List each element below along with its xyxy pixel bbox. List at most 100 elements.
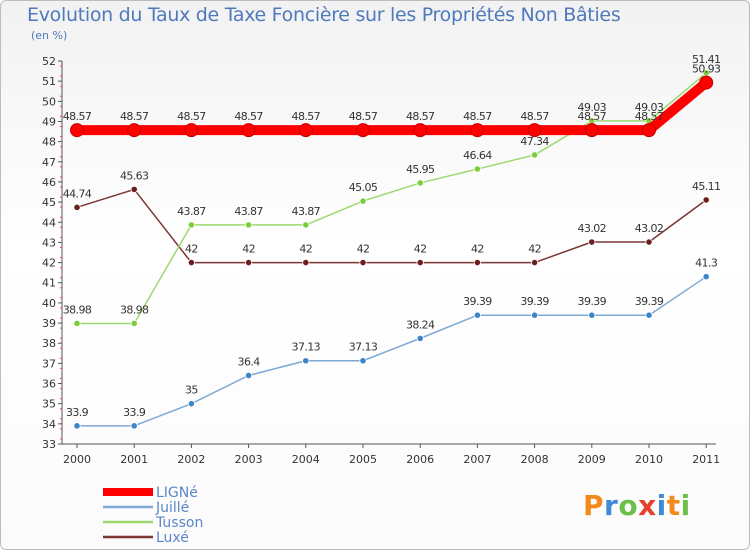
x-tick-label: 2006: [406, 453, 434, 466]
data-point: [187, 258, 195, 267]
data-point: [473, 165, 481, 173]
y-tick-label: 48: [42, 136, 56, 149]
y-tick-label: 33: [42, 438, 56, 451]
data-label: 48.57: [234, 110, 263, 123]
data-label: 35: [185, 384, 198, 397]
data-point: [359, 357, 367, 365]
data-label: 33.9: [66, 406, 89, 419]
series-line-1: [76, 275, 707, 427]
logo-letter: i: [680, 489, 691, 522]
proxiti-logo: Proxiti: [583, 489, 691, 522]
logo-letter: x: [638, 489, 657, 522]
data-point: [530, 151, 539, 159]
x-tick-label: 2009: [578, 453, 606, 466]
data-label: 43.02: [635, 222, 664, 235]
data-label: 43.02: [578, 222, 607, 235]
data-point: [73, 422, 81, 430]
data-point: [241, 123, 256, 138]
data-label: 48.57: [463, 110, 492, 123]
data-label: 42: [414, 243, 427, 256]
data-point: [245, 221, 253, 229]
axes: 33 34 35 36 37 38 39 40 41 42 43 44 45 46 47 48 49 50 51 52…: [42, 55, 720, 466]
y-tick-label: 37: [42, 357, 56, 370]
data-point: [184, 123, 199, 138]
data-label: 48.57: [177, 110, 206, 123]
data-point: [588, 311, 596, 319]
data-label: 39.39: [635, 295, 664, 308]
data-point: [702, 196, 710, 204]
data-label: 39.39: [463, 295, 492, 308]
y-tick-label: 38: [42, 337, 56, 350]
y-tick-label: 51: [42, 75, 56, 88]
y-tick-label: 40: [42, 297, 56, 310]
logo-letter: t: [666, 489, 681, 522]
data-label: 42: [185, 243, 198, 256]
y-tick-label: 39: [42, 317, 56, 330]
y-tick-label: 46: [42, 176, 56, 189]
data-point: [127, 123, 142, 138]
data-label: 38.24: [406, 318, 435, 331]
data-label: 47.34: [520, 135, 549, 148]
data-point: [359, 197, 367, 205]
data-point: [530, 258, 539, 267]
y-tick-label: 45: [42, 196, 56, 209]
data-labels: 48.57 48.57 48.57 48.57 48.57 48.57 48.57 48.57…: [63, 53, 722, 419]
x-tick-label: 2010: [635, 453, 663, 466]
y-tick-label: 52: [42, 55, 56, 68]
y-tick-label: 41: [42, 277, 56, 290]
data-label: 45.95: [406, 163, 435, 176]
data-label: 51.41: [692, 53, 721, 66]
data-point: [645, 311, 653, 319]
y-tick-label: 34: [42, 418, 56, 431]
data-label: 43.87: [177, 205, 206, 218]
y-tick-label: 44: [42, 216, 56, 229]
data-point: [416, 334, 424, 342]
data-label: 48.57: [120, 110, 149, 123]
data-label: 39.39: [520, 295, 549, 308]
logo-letter: P: [583, 489, 605, 522]
data-point: [130, 185, 138, 194]
data-point: [413, 123, 428, 138]
x-tick-label: 2011: [692, 453, 720, 466]
legend-label: LIGNé: [156, 485, 198, 501]
data-label: 48.57: [578, 110, 607, 123]
data-label: 42: [357, 243, 370, 256]
logo-letter: i: [656, 489, 667, 522]
y-tick-label: 35: [42, 398, 56, 411]
y-tick-label: 43: [42, 236, 56, 249]
data-point: [642, 123, 656, 138]
x-tick-label: 2008: [521, 453, 549, 466]
data-label: 33.9: [123, 406, 146, 419]
data-point: [416, 179, 424, 187]
data-label: 43.87: [234, 205, 263, 218]
data-label: 37.13: [349, 341, 378, 354]
data-point: [473, 258, 481, 267]
data-point: [298, 123, 313, 138]
y-tick-label: 50: [42, 95, 56, 108]
data-label: 42: [471, 243, 484, 256]
data-point: [302, 357, 310, 365]
data-point: [302, 258, 310, 267]
data-label: 48.57: [349, 110, 378, 123]
data-point: [130, 422, 138, 430]
data-label: 45.05: [349, 181, 378, 194]
legend-label: Tusson: [155, 515, 203, 531]
data-label: 46.64: [463, 149, 492, 162]
data-label: 39.39: [578, 295, 607, 308]
data-point: [584, 123, 599, 138]
data-point: [356, 123, 370, 138]
data-label: 37.13: [292, 341, 321, 354]
data-point: [645, 238, 653, 246]
data-point: [699, 75, 714, 90]
data-point: [702, 273, 710, 281]
data-point: [470, 123, 485, 138]
data-point: [245, 371, 253, 380]
data-label: 49.03: [635, 101, 664, 114]
data-label: 48.57: [520, 110, 549, 123]
x-tick-label: 2003: [235, 453, 263, 466]
data-point: [359, 258, 367, 267]
x-tick-label: 2000: [63, 453, 91, 466]
data-label: 48.57: [635, 110, 664, 123]
series-line-0: [72, 77, 712, 136]
